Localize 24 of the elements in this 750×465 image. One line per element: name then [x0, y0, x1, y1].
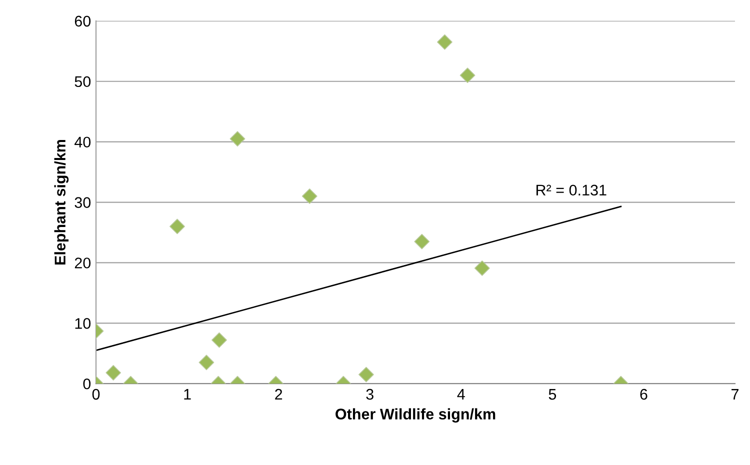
y-tick-label: 40: [74, 136, 91, 148]
point: [474, 260, 490, 276]
y-tick-label: 10: [75, 318, 91, 329]
x-tick-label: 7: [732, 389, 738, 400]
point: [302, 188, 318, 204]
x-tick-label: 1: [184, 389, 191, 400]
point: [170, 218, 185, 234]
y-axis-title: Elephant sign/km: [54, 140, 69, 264]
point: [414, 234, 430, 250]
y-tick-label: 20: [74, 258, 91, 268]
x-tick-label: 2: [275, 388, 282, 400]
y-tick-label: 30: [74, 197, 91, 208]
x-tick-label: 6: [640, 388, 648, 400]
point: [230, 131, 246, 147]
y-tick-label: 0: [83, 378, 91, 390]
x-axis-title: Other Wildlife sign/km: [336, 408, 496, 423]
y-tick-label: 50: [74, 76, 91, 88]
point: [460, 68, 476, 84]
y-tick-label: 60: [74, 16, 91, 27]
annotation: R² = 0.131: [536, 184, 606, 196]
x-tick-label: 3: [366, 388, 374, 400]
x-tick-label: 0: [92, 388, 100, 400]
x-tick-label: 4: [457, 389, 465, 400]
x-tick-label: 5: [548, 389, 556, 400]
